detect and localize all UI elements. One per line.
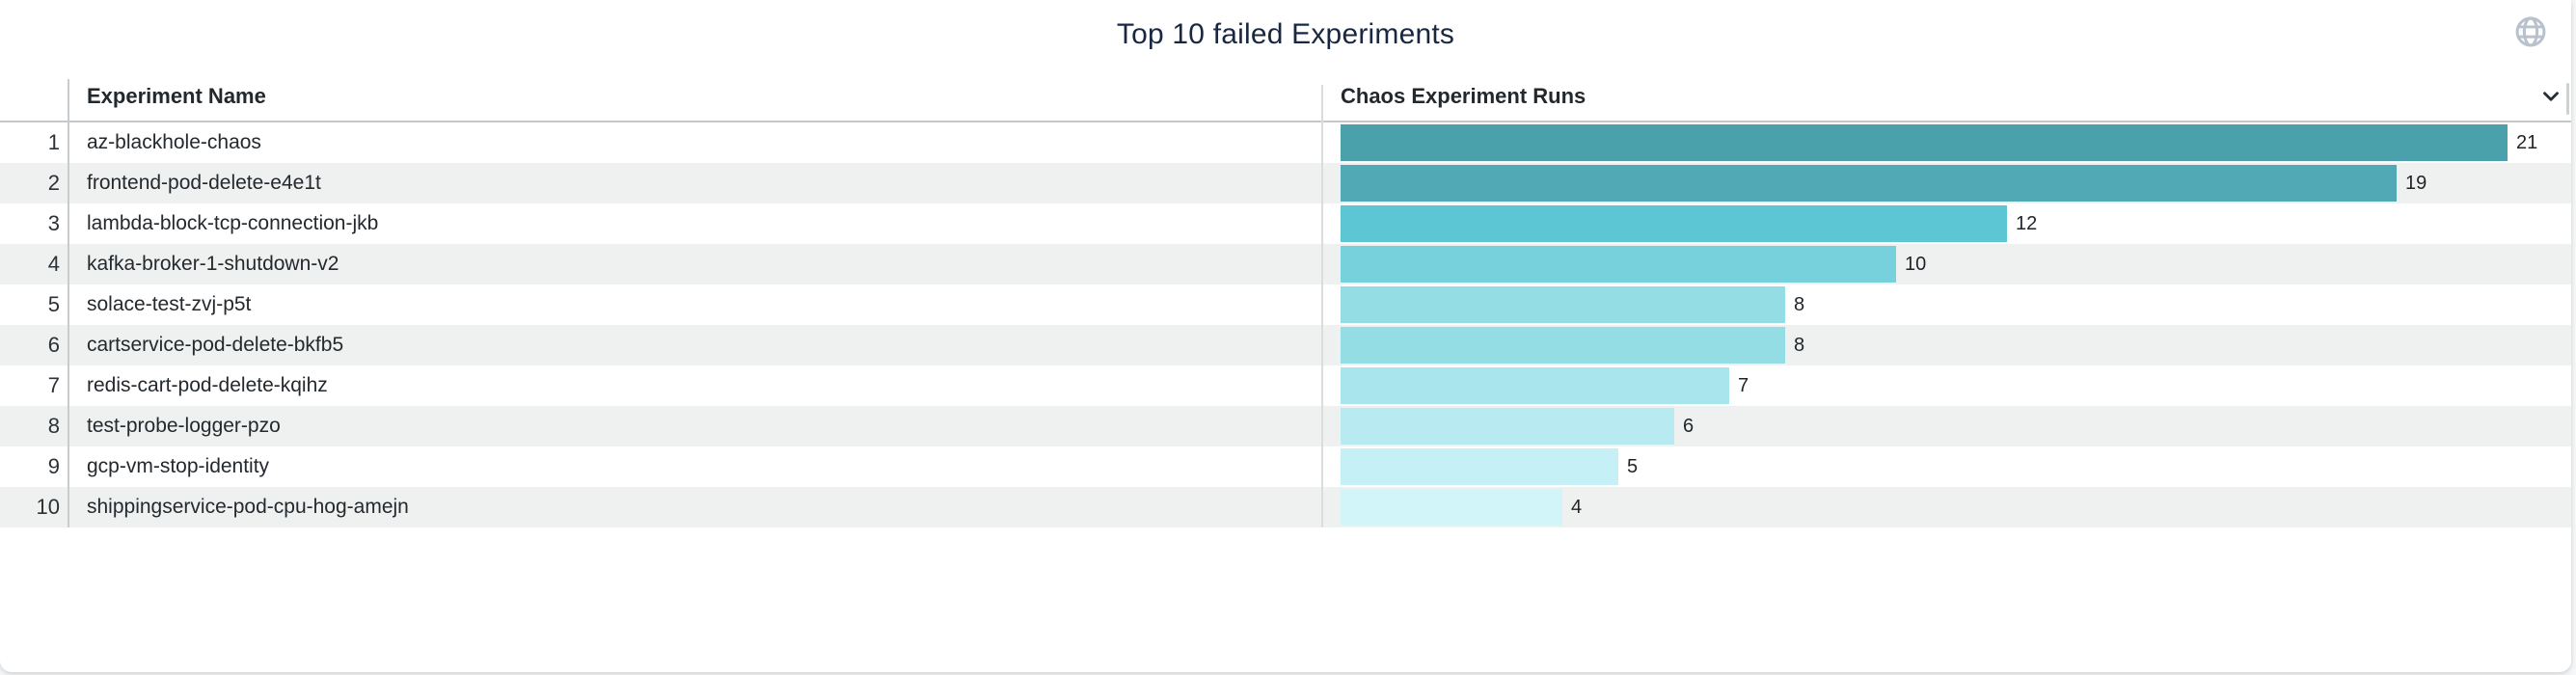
vertical-scrollbar-thumb[interactable] <box>2566 83 2569 115</box>
row-rank: 2 <box>47 171 60 195</box>
panel-header: Top 10 failed Experiments <box>0 0 2571 72</box>
runs-bar <box>1341 367 1729 404</box>
panel-title: Top 10 failed Experiments <box>1116 18 1455 50</box>
runs-value-label: 10 <box>1905 253 1927 275</box>
row-experiment-name: frontend-pod-delete-e4e1t <box>87 172 321 194</box>
table-row[interactable]: 5 solace-test-zvj-p5t 8 <box>0 284 2571 325</box>
table-row[interactable]: 2 frontend-pod-delete-e4e1t 19 <box>0 163 2571 203</box>
runs-bar <box>1341 165 2397 202</box>
row-runs-cell: 19 <box>1322 165 2571 202</box>
runs-value-label: 12 <box>2016 212 2038 234</box>
row-runs-cell: 8 <box>1322 286 2571 323</box>
runs-value-label: 21 <box>2516 131 2538 153</box>
row-experiment-name: redis-cart-pod-delete-kqihz <box>87 374 328 396</box>
runs-bar <box>1341 489 1562 526</box>
row-rank: 8 <box>47 414 60 438</box>
row-experiment-name: gcp-vm-stop-identity <box>87 455 270 477</box>
name-runs-column-divider <box>1321 85 1323 527</box>
table-row[interactable]: 8 test-probe-logger-pzo 6 <box>0 406 2571 446</box>
runs-value-label: 19 <box>2405 172 2427 194</box>
runs-value-label: 8 <box>1794 334 1805 356</box>
row-rank: 7 <box>47 373 60 397</box>
runs-bar <box>1341 408 1674 445</box>
row-runs-cell: 8 <box>1322 327 2571 364</box>
table-row[interactable]: 6 cartservice-pod-delete-bkfb5 8 <box>0 325 2571 365</box>
row-experiment-name: lambda-block-tcp-connection-jkb <box>87 212 379 234</box>
row-rank: 5 <box>47 292 60 316</box>
rank-column-header <box>0 72 68 121</box>
row-runs-cell: 21 <box>1322 124 2571 161</box>
runs-bar <box>1341 246 1896 283</box>
runs-value-label: 5 <box>1627 455 1639 477</box>
row-rank: 3 <box>47 211 60 235</box>
table-row[interactable]: 3 lambda-block-tcp-connection-jkb 12 <box>0 203 2571 244</box>
table-row[interactable]: 7 redis-cart-pod-delete-kqihz 7 <box>0 365 2571 406</box>
runs-bar <box>1341 286 1785 323</box>
rank-column-divider <box>68 79 69 527</box>
table-row[interactable]: 1 az-blackhole-chaos 21 <box>0 122 2571 163</box>
row-rank: 10 <box>36 495 60 519</box>
row-experiment-name: az-blackhole-chaos <box>87 131 261 153</box>
row-experiment-name: cartservice-pod-delete-bkfb5 <box>87 334 344 356</box>
table-row[interactable]: 9 gcp-vm-stop-identity 5 <box>0 446 2571 487</box>
chevron-down-icon <box>2538 92 2563 112</box>
globe-icon <box>2513 16 2548 52</box>
row-runs-cell: 6 <box>1322 408 2571 445</box>
table-header-row: Experiment Name Chaos Experiment Runs <box>0 72 2571 122</box>
table-row[interactable]: 10 shippingservice-pod-cpu-hog-amejn 4 <box>0 487 2571 527</box>
row-rank: 9 <box>47 454 60 478</box>
runs-value-label: 4 <box>1571 496 1583 518</box>
runs-bar <box>1341 448 1618 485</box>
panel-link-button[interactable] <box>2513 14 2548 49</box>
table-rows: 1 az-blackhole-chaos 21 2 frontend-pod-d… <box>0 122 2571 527</box>
row-experiment-name: kafka-broker-1-shutdown-v2 <box>87 253 339 275</box>
row-experiment-name: test-probe-logger-pzo <box>87 415 281 437</box>
row-rank: 6 <box>47 333 60 357</box>
runs-value-label: 6 <box>1683 415 1695 437</box>
column-header-runs-label: Chaos Experiment Runs <box>1341 84 1586 108</box>
row-runs-cell: 12 <box>1322 205 2571 242</box>
runs-value-label: 7 <box>1738 374 1749 396</box>
runs-bar <box>1341 124 2508 161</box>
column-header-experiment-name[interactable]: Experiment Name <box>87 84 266 108</box>
row-rank: 4 <box>47 252 60 276</box>
collapse-column-button[interactable] <box>2538 84 2563 109</box>
row-runs-cell: 4 <box>1322 489 2571 526</box>
runs-bar <box>1341 205 2007 242</box>
row-rank: 1 <box>47 130 60 154</box>
table-row[interactable]: 4 kafka-broker-1-shutdown-v2 10 <box>0 244 2571 284</box>
row-experiment-name: shippingservice-pod-cpu-hog-amejn <box>87 496 409 518</box>
column-header-chaos-experiment-runs[interactable]: Chaos Experiment Runs <box>1322 72 2571 121</box>
runs-value-label: 8 <box>1794 293 1805 315</box>
row-experiment-name: solace-test-zvj-p5t <box>87 293 252 315</box>
row-runs-cell: 10 <box>1322 246 2571 283</box>
row-runs-cell: 7 <box>1322 367 2571 404</box>
row-runs-cell: 5 <box>1322 448 2571 485</box>
runs-bar <box>1341 327 1785 364</box>
